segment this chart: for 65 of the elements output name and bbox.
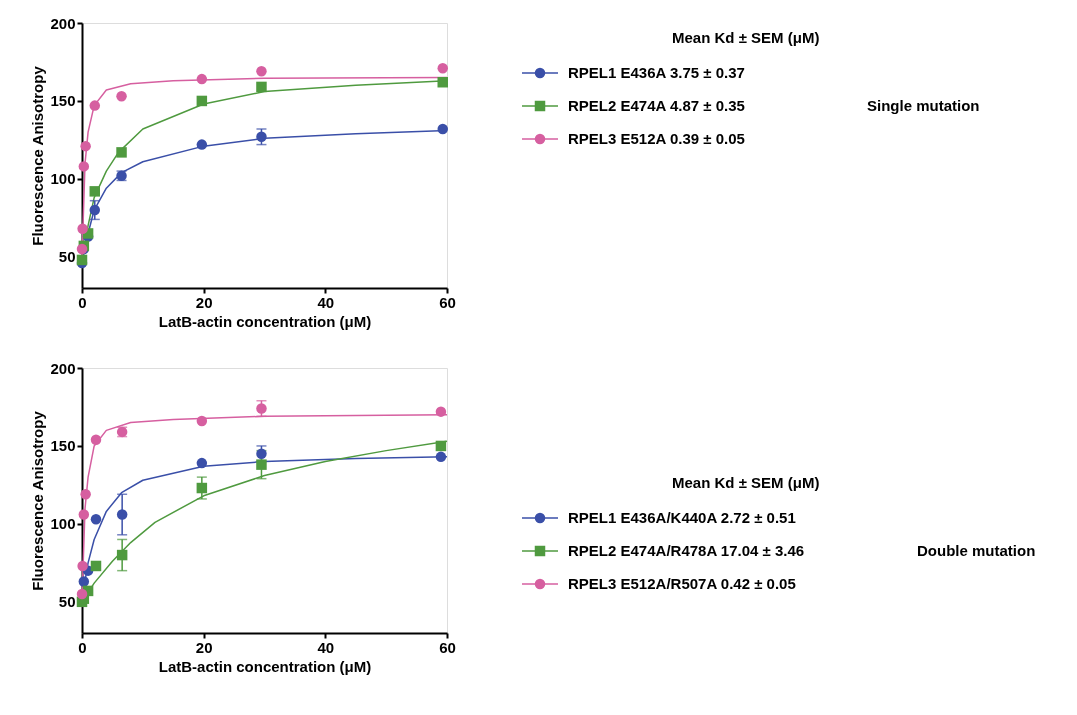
point [78,576,90,587]
point [256,81,267,93]
point [116,91,127,102]
point [76,588,88,600]
x-tick-label: 40 [317,638,335,656]
point [89,100,101,111]
legend-label: RPEL3 E512A 0.39 ± 0.05 [568,130,745,147]
x-axis-title: LatB-actin concentration (μM) [158,312,372,330]
x-tick-label: 20 [195,638,213,656]
legend-title: Mean Kd ± SEM (μM) [672,29,820,46]
legend-label: RPEL2 E474A 4.87 ± 0.35 [568,97,745,114]
point [437,123,448,135]
point [90,513,102,525]
point [116,509,128,520]
point [90,434,102,445]
point [77,560,88,572]
y-tick-label: 100 [50,515,76,533]
y-tick-label: 150 [50,92,76,110]
point [196,73,208,85]
x-tick-label: 0 [78,638,87,656]
point [256,403,267,414]
point [89,186,101,197]
legend-label: RPEL3 E512A/R507A 0.42 ± 0.05 [568,575,796,592]
point [256,448,267,459]
point [116,147,127,158]
text: Single mutation [867,97,980,114]
y-tick-label: 100 [50,170,76,188]
point [80,140,91,152]
point [437,62,448,74]
point [196,415,208,427]
point [435,451,447,463]
x-tick-label: 0 [78,293,87,311]
x-tick-label: 60 [439,293,456,311]
point [437,76,448,88]
point [196,457,208,469]
y-axis-title: Fluorescence Anisotropy [29,410,47,591]
legend-label: RPEL2 E474A/R478A 17.04 ± 3.46 [568,542,805,559]
point [89,204,101,216]
point [80,489,91,500]
legend-label: RPEL1 E436A 3.75 ± 0.37 [568,64,745,81]
y-tick-label: 50 [58,248,76,266]
point [196,139,208,150]
point [196,482,208,494]
point [256,66,267,77]
legend-title: Mean Kd ± SEM (μM) [672,474,820,491]
y-tick-label: 200 [50,359,76,377]
point [435,406,447,417]
x-tick-label: 40 [317,293,335,311]
point [78,161,90,172]
y-tick-label: 150 [50,437,76,455]
point [116,549,128,561]
x-tick-label: 20 [195,293,213,311]
y-tick-label: 200 [50,14,76,32]
point [196,95,208,107]
point [90,560,102,572]
text: Double mutation [917,542,1036,559]
legend-label: RPEL1 E436A/K440A 2.72 ± 0.51 [568,509,796,526]
point [256,459,267,470]
x-tick-label: 60 [439,638,456,656]
x-axis-title: LatB-actin concentration (μM) [158,657,372,675]
y-tick-label: 50 [58,593,76,611]
point [78,509,90,520]
point [435,440,447,452]
y-axis-title: Fluorescence Anisotropy [29,65,47,246]
point [77,223,88,234]
